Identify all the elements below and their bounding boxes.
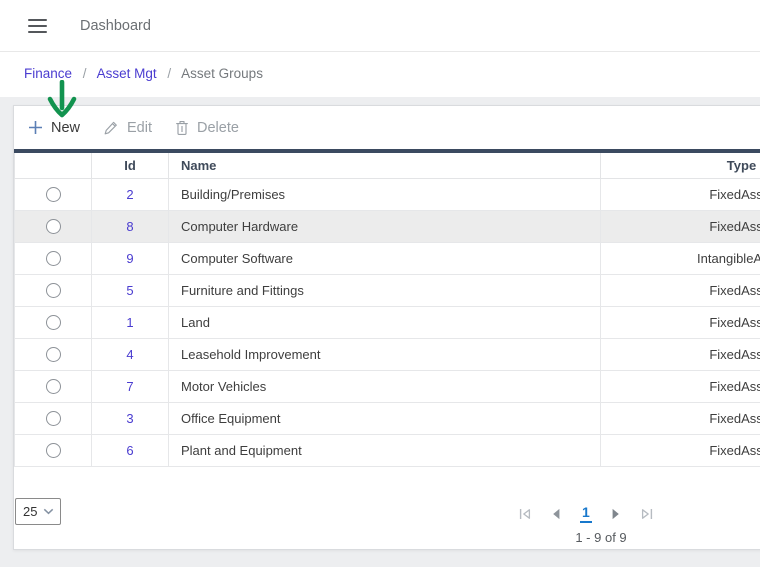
column-header-name[interactable]: Name — [168, 150, 601, 179]
breadcrumb: Finance / Asset Mgt / Asset Groups — [24, 66, 263, 81]
table-row[interactable]: 1 Land FixedAsset — [14, 305, 760, 339]
new-button-label: New — [51, 119, 81, 136]
grid-toolbar: New Edit Delete — [14, 106, 760, 149]
row-name: Computer Hardware — [168, 209, 601, 243]
table-row[interactable]: 4 Leasehold Improvement FixedAsset — [14, 337, 760, 371]
row-id-link[interactable]: 5 — [126, 282, 134, 298]
column-header-type[interactable]: Type — [600, 150, 760, 179]
page-title: Dashboard — [80, 18, 151, 34]
row-radio[interactable] — [45, 219, 61, 235]
breadcrumb-link-finance[interactable]: Finance — [24, 66, 73, 81]
breadcrumb-separator: / — [82, 66, 87, 81]
row-radio[interactable] — [45, 347, 61, 363]
pencil-icon — [104, 121, 117, 134]
breadcrumb-current: Asset Groups — [181, 66, 263, 81]
row-type: FixedAsset — [600, 177, 760, 211]
next-page-icon[interactable] — [609, 507, 623, 521]
row-name: Motor Vehicles — [168, 369, 601, 403]
content-card: New Edit Delete Id Na — [13, 105, 760, 550]
row-name: Office Equipment — [168, 401, 601, 435]
row-type: FixedAsset — [600, 209, 760, 243]
row-id-link[interactable]: 8 — [126, 218, 134, 234]
hamburger-menu-icon[interactable] — [28, 19, 47, 33]
row-radio[interactable] — [45, 187, 61, 203]
column-header-select — [14, 150, 92, 179]
first-page-icon[interactable] — [518, 507, 532, 521]
breadcrumb-link-asset-mgt[interactable]: Asset Mgt — [96, 66, 157, 81]
row-type: FixedAsset — [600, 433, 760, 467]
chevron-down-icon — [43, 508, 54, 515]
row-type: FixedAsset — [600, 305, 760, 339]
row-radio[interactable] — [45, 411, 61, 427]
plus-icon — [29, 121, 42, 134]
table-row[interactable]: 5 Furniture and Fittings FixedAsset — [14, 273, 760, 307]
row-id-link[interactable]: 9 — [126, 250, 134, 266]
trash-icon — [176, 120, 188, 135]
row-name: Leasehold Improvement — [168, 337, 601, 371]
row-id-link[interactable]: 2 — [126, 186, 134, 202]
table-row[interactable]: 6 Plant and Equipment FixedAsset — [14, 433, 760, 467]
row-id-link[interactable]: 3 — [126, 410, 134, 426]
edit-button-label: Edit — [127, 119, 153, 136]
asset-groups-table: Id Name Type 2 Building/Premises FixedAs… — [14, 149, 760, 467]
row-radio[interactable] — [45, 283, 61, 299]
row-radio[interactable] — [45, 379, 61, 395]
row-type: IntangibleAsset — [600, 241, 760, 275]
edit-button[interactable]: Edit — [103, 120, 152, 136]
row-type: FixedAsset — [600, 401, 760, 435]
pager: 1 — [518, 504, 654, 523]
row-name: Furniture and Fittings — [168, 273, 601, 307]
previous-page-icon[interactable] — [549, 507, 563, 521]
page-size-select[interactable]: 25 — [15, 498, 61, 525]
table-row[interactable]: 2 Building/Premises FixedAsset — [14, 177, 760, 211]
row-radio[interactable] — [45, 315, 61, 331]
row-name: Land — [168, 305, 601, 339]
green-down-arrow-annotation — [47, 80, 77, 118]
table-row[interactable]: 8 Computer Hardware FixedAsset — [14, 209, 760, 243]
column-header-id[interactable]: Id — [91, 150, 169, 179]
row-name: Computer Software — [168, 241, 601, 275]
row-type: FixedAsset — [600, 337, 760, 371]
current-page-link[interactable]: 1 — [580, 504, 592, 523]
row-id-link[interactable]: 4 — [126, 346, 134, 362]
table-header-row: Id Name Type — [14, 150, 760, 179]
row-type: FixedAsset — [600, 273, 760, 307]
row-id-link[interactable]: 1 — [126, 314, 134, 330]
last-page-icon[interactable] — [640, 507, 654, 521]
row-id-link[interactable]: 6 — [126, 442, 134, 458]
table-row[interactable]: 9 Computer Software IntangibleAsset — [14, 241, 760, 275]
breadcrumb-separator: / — [167, 66, 172, 81]
table-row[interactable]: 3 Office Equipment FixedAsset — [14, 401, 760, 435]
row-id-link[interactable]: 7 — [126, 378, 134, 394]
table-row[interactable]: 7 Motor Vehicles FixedAsset — [14, 369, 760, 403]
grid-footer: 25 1 — [14, 482, 760, 549]
top-bar: Dashboard — [0, 0, 760, 52]
row-name: Plant and Equipment — [168, 433, 601, 467]
page-size-value: 25 — [23, 504, 38, 519]
row-type: FixedAsset — [600, 369, 760, 403]
row-name: Building/Premises — [168, 177, 601, 211]
delete-button[interactable]: Delete — [175, 120, 239, 136]
row-radio[interactable] — [45, 443, 61, 459]
delete-button-label: Delete — [197, 119, 239, 136]
new-button[interactable]: New — [28, 120, 80, 136]
pagination-range-label: 1 - 9 of 9 — [575, 530, 627, 545]
row-radio[interactable] — [45, 251, 61, 267]
